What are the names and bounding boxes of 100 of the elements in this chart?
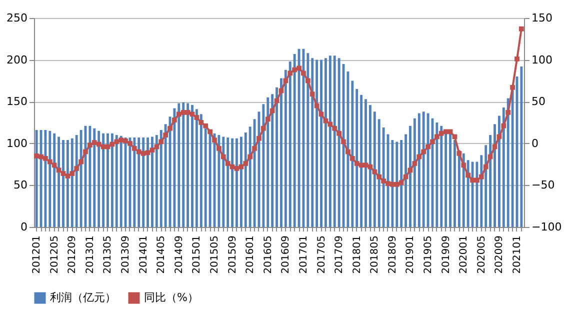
bar: [222, 136, 225, 227]
bar: [110, 133, 114, 227]
bar: [484, 145, 488, 227]
bar: [120, 136, 122, 227]
x-tick-label: 202005: [476, 236, 488, 274]
bar: [466, 160, 470, 227]
bar: [115, 135, 118, 227]
bar: [364, 99, 367, 227]
bar: [476, 162, 478, 227]
bar: [231, 138, 234, 227]
x-tick-label: 201909: [440, 236, 452, 274]
x-tick-label: 201405: [156, 236, 168, 274]
y-tick-label: 0: [20, 220, 28, 234]
bar: [462, 153, 465, 227]
bar: [506, 98, 510, 227]
y-tick-label: 100: [6, 136, 28, 150]
bar: [400, 140, 403, 227]
bar: [293, 54, 296, 227]
bar: [44, 130, 47, 227]
x-tick-label: 201301: [84, 236, 96, 274]
x-tick-label: 201209: [67, 236, 78, 274]
x-tick-label: 201509: [227, 236, 238, 274]
x-tick-label: 201805: [370, 236, 381, 274]
bar: [160, 130, 162, 227]
bar: [80, 130, 82, 227]
x-tick-label: 201801: [352, 236, 363, 274]
bar: [70, 138, 74, 227]
bar: [146, 138, 149, 227]
x-tick-label: 201505: [209, 236, 220, 274]
bar: [155, 135, 158, 227]
y2-tick-label: −100: [532, 220, 562, 234]
y-tick-label: 250: [6, 12, 28, 24]
x-tick-label: 201305: [102, 236, 114, 274]
y-tick-label: 200: [6, 53, 28, 66]
bar: [66, 140, 69, 227]
x-tick-label: 201905: [423, 236, 434, 274]
bar: [271, 94, 274, 227]
bar: [133, 138, 136, 227]
bar: [436, 122, 438, 227]
bar: [200, 114, 202, 227]
bar: [284, 70, 287, 227]
bar: [502, 107, 505, 227]
bar: [360, 94, 363, 227]
bar: [142, 138, 145, 227]
bar: [191, 104, 194, 227]
bar: [98, 130, 100, 227]
x-tick-label: 201205: [49, 236, 60, 274]
x-tick-label: 202001: [458, 236, 470, 274]
bar: [489, 135, 492, 227]
bar: [480, 155, 483, 227]
bar: [178, 103, 180, 227]
bar: [311, 58, 314, 227]
bar: [240, 136, 242, 227]
bar: [368, 104, 372, 227]
bar: [373, 112, 376, 227]
y2-tick-label: 100: [532, 53, 552, 66]
bar: [138, 138, 140, 227]
bar: [253, 119, 256, 227]
bar: [494, 124, 496, 227]
bar: [218, 135, 220, 227]
bar: [320, 60, 322, 227]
bar: [302, 48, 305, 227]
x-tick-label: 202009: [494, 236, 506, 274]
bar: [236, 138, 238, 227]
bar: [226, 138, 230, 227]
bar: [164, 124, 167, 227]
bar: [324, 58, 327, 227]
bar: [404, 134, 408, 227]
x-tick-label: 202101: [512, 236, 523, 274]
x-tick-label: 201309: [120, 236, 132, 274]
bar: [422, 112, 425, 227]
y2-tick-label: 0: [532, 136, 538, 150]
bar: [288, 61, 292, 227]
y-tick-label: 150: [6, 95, 28, 108]
x-tick-label: 201705: [316, 236, 328, 274]
bar: [333, 56, 336, 227]
x-tick-label: 201605: [262, 236, 274, 274]
x-tick-label: 201601: [245, 236, 256, 274]
bar: [244, 132, 247, 227]
bar: [150, 136, 154, 227]
bar: [262, 104, 265, 227]
bar: [88, 126, 92, 227]
bar: [58, 136, 60, 227]
bar: [195, 109, 198, 227]
bar: [328, 56, 332, 227]
bar: [276, 87, 278, 227]
bar: [356, 89, 358, 227]
x-tick-label: 201401: [138, 236, 150, 274]
x-tick-label: 201809: [387, 236, 398, 274]
bar: [266, 97, 270, 227]
bar: [413, 118, 416, 227]
legend-label: 同比（%）: [144, 291, 198, 304]
x-tick-label: 201701: [298, 236, 310, 274]
bar: [280, 78, 282, 227]
bar: [106, 133, 109, 227]
bar: [346, 72, 350, 227]
legend-label: 利润（亿元）: [50, 291, 116, 304]
bar: [35, 130, 38, 227]
bar: [306, 53, 310, 227]
bar: [75, 135, 78, 227]
